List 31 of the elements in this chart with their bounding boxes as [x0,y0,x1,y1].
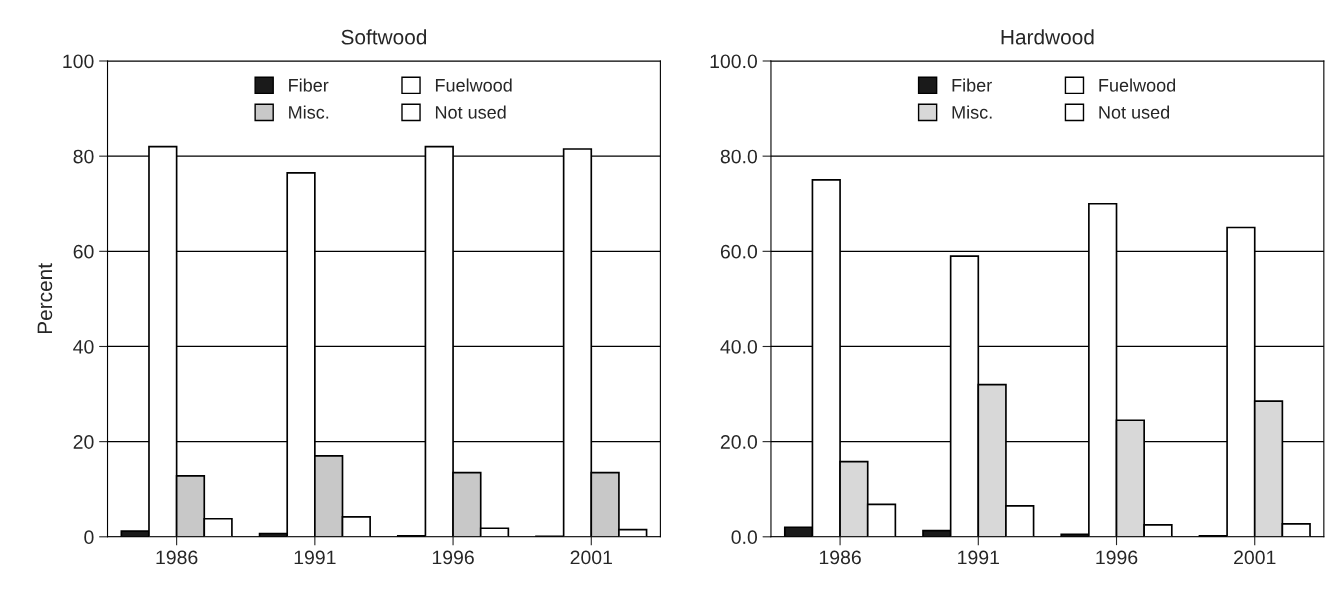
y-tick-label: 60 [73,244,94,259]
chart-title: Softwood [341,29,427,45]
x-tick-label: 1991 [294,550,336,565]
y-tick-label: 80.0 [720,149,758,164]
y-tick-label: 40.0 [720,339,758,354]
y-tick-label: 0.0 [731,530,758,545]
legend-label: Not used [1099,105,1170,119]
legend-label: Fiber [952,78,992,92]
chart-title: Hardwood [1001,29,1094,45]
legend-label: Fuelwood [1099,78,1176,92]
y-tick-label: 40 [73,339,94,354]
y-tick-label: 20 [73,435,94,449]
y-tick-label: 100 [63,54,94,69]
legend-label: Misc. [289,105,329,119]
legend-label: Misc. [952,105,992,119]
legend-label: Fiber [289,78,329,92]
x-tick-label: 1991 [958,550,999,565]
x-tick-label: 1986 [819,550,861,565]
y-tick-label: 60.0 [720,244,758,259]
y-tick-label: 0 [84,530,94,545]
x-tick-label: 1986 [156,550,198,565]
x-tick-label: 2001 [1234,550,1276,565]
y-tick-label: 20.0 [720,435,758,449]
x-tick-label: 2001 [570,550,612,565]
legend-label: Fuelwood [435,78,512,92]
x-tick-label: 1996 [432,550,474,565]
x-tick-label: 1996 [1096,550,1138,565]
y-axis-title: Percent [37,263,53,334]
legend-label: Not used [435,105,506,119]
y-tick-label: 100.0 [710,54,758,69]
y-tick-label: 80 [73,149,94,164]
